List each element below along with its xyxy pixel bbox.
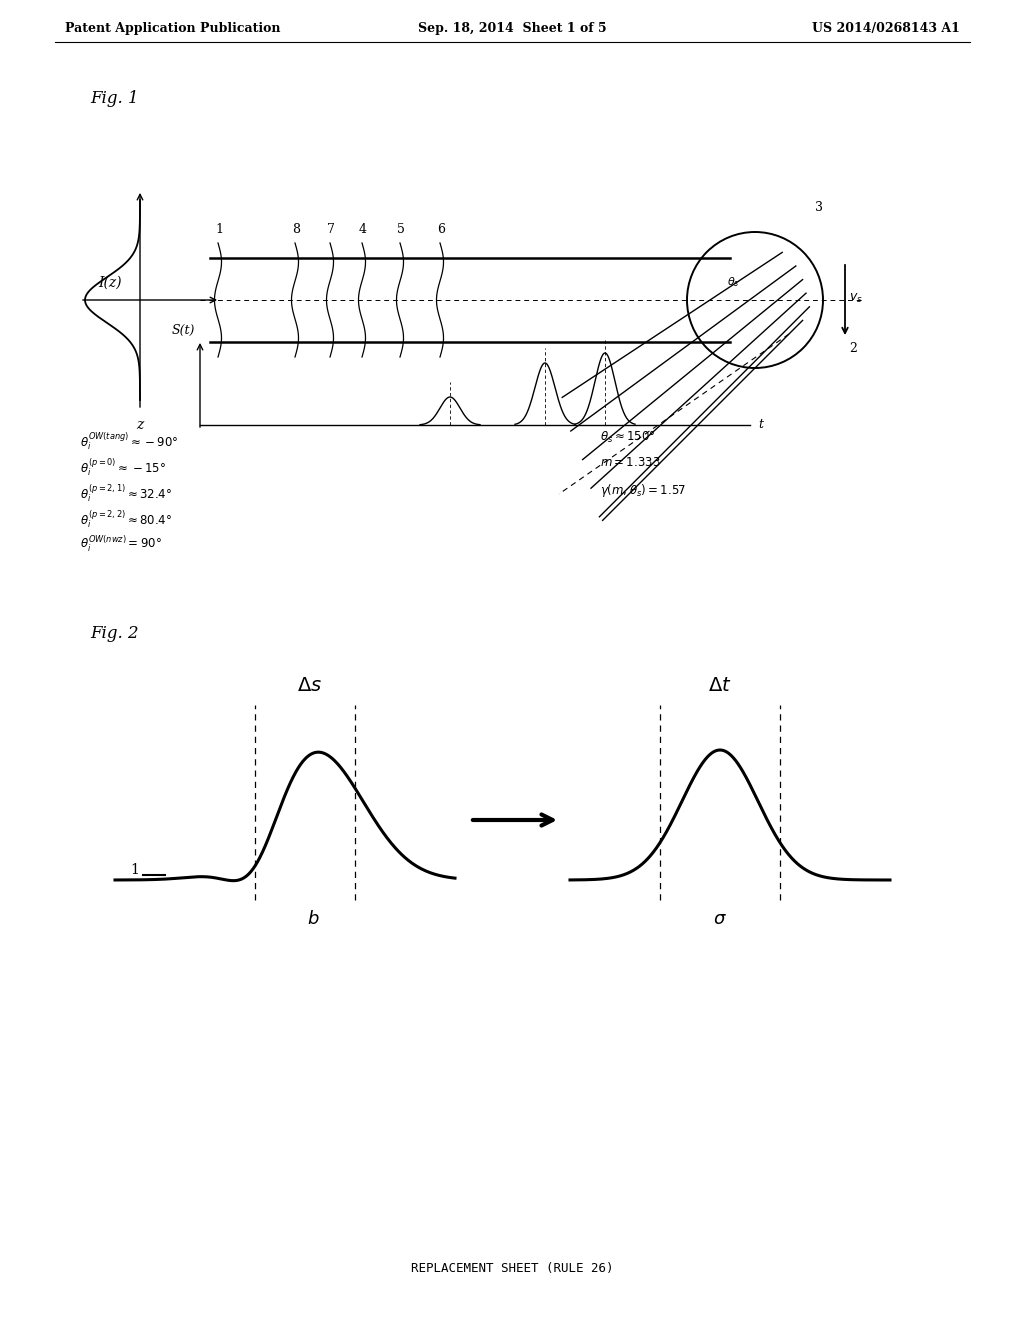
Text: 8: 8 — [292, 223, 300, 236]
Text: $\gamma(m,\theta_s) = 1.57$: $\gamma(m,\theta_s) = 1.57$ — [600, 482, 686, 499]
Text: $\theta_i^{OW(nwz)} = 90°$: $\theta_i^{OW(nwz)} = 90°$ — [80, 535, 162, 554]
Text: Sep. 18, 2014  Sheet 1 of 5: Sep. 18, 2014 Sheet 1 of 5 — [418, 22, 606, 36]
Text: Fig. 1: Fig. 1 — [90, 90, 138, 107]
Text: Fig. 2: Fig. 2 — [90, 624, 138, 642]
Text: 1: 1 — [215, 223, 223, 236]
Text: t: t — [758, 418, 763, 432]
Text: Patent Application Publication: Patent Application Publication — [65, 22, 281, 36]
Text: z: z — [136, 418, 143, 432]
Text: REPLACEMENT SHEET (RULE 26): REPLACEMENT SHEET (RULE 26) — [411, 1262, 613, 1275]
Text: $\Delta t$: $\Delta t$ — [709, 677, 732, 696]
Text: $\theta_i^{(p=2,2)} \approx 80.4°$: $\theta_i^{(p=2,2)} \approx 80.4°$ — [80, 508, 172, 529]
Text: $b$: $b$ — [307, 909, 319, 928]
Text: 5: 5 — [397, 223, 404, 236]
Text: S(t): S(t) — [172, 323, 195, 337]
Text: $\theta_i^{(p=0)} \approx -15°$: $\theta_i^{(p=0)} \approx -15°$ — [80, 455, 166, 478]
Text: US 2014/0268143 A1: US 2014/0268143 A1 — [812, 22, 961, 36]
Text: $\theta_i^{OW(tang)} \approx -90°$: $\theta_i^{OW(tang)} \approx -90°$ — [80, 430, 178, 451]
Text: $m = 1.333$: $m = 1.333$ — [600, 455, 660, 469]
Text: $\theta_i^{(p=2,1)} \approx 32.4°$: $\theta_i^{(p=2,1)} \approx 32.4°$ — [80, 482, 172, 503]
Text: $\sigma$: $\sigma$ — [713, 909, 727, 928]
Text: 3: 3 — [815, 201, 823, 214]
Text: 2: 2 — [849, 342, 857, 355]
Text: $\Delta s$: $\Delta s$ — [297, 677, 323, 696]
Text: 1: 1 — [130, 863, 139, 876]
Text: I(z): I(z) — [98, 276, 122, 290]
Text: $\theta_s \approx 150°$: $\theta_s \approx 150°$ — [600, 430, 655, 445]
Text: 6: 6 — [437, 223, 445, 236]
Text: $\theta_s$: $\theta_s$ — [727, 275, 739, 289]
Text: 4: 4 — [359, 223, 367, 236]
Text: $v_s$: $v_s$ — [849, 292, 863, 305]
Text: 7: 7 — [327, 223, 335, 236]
